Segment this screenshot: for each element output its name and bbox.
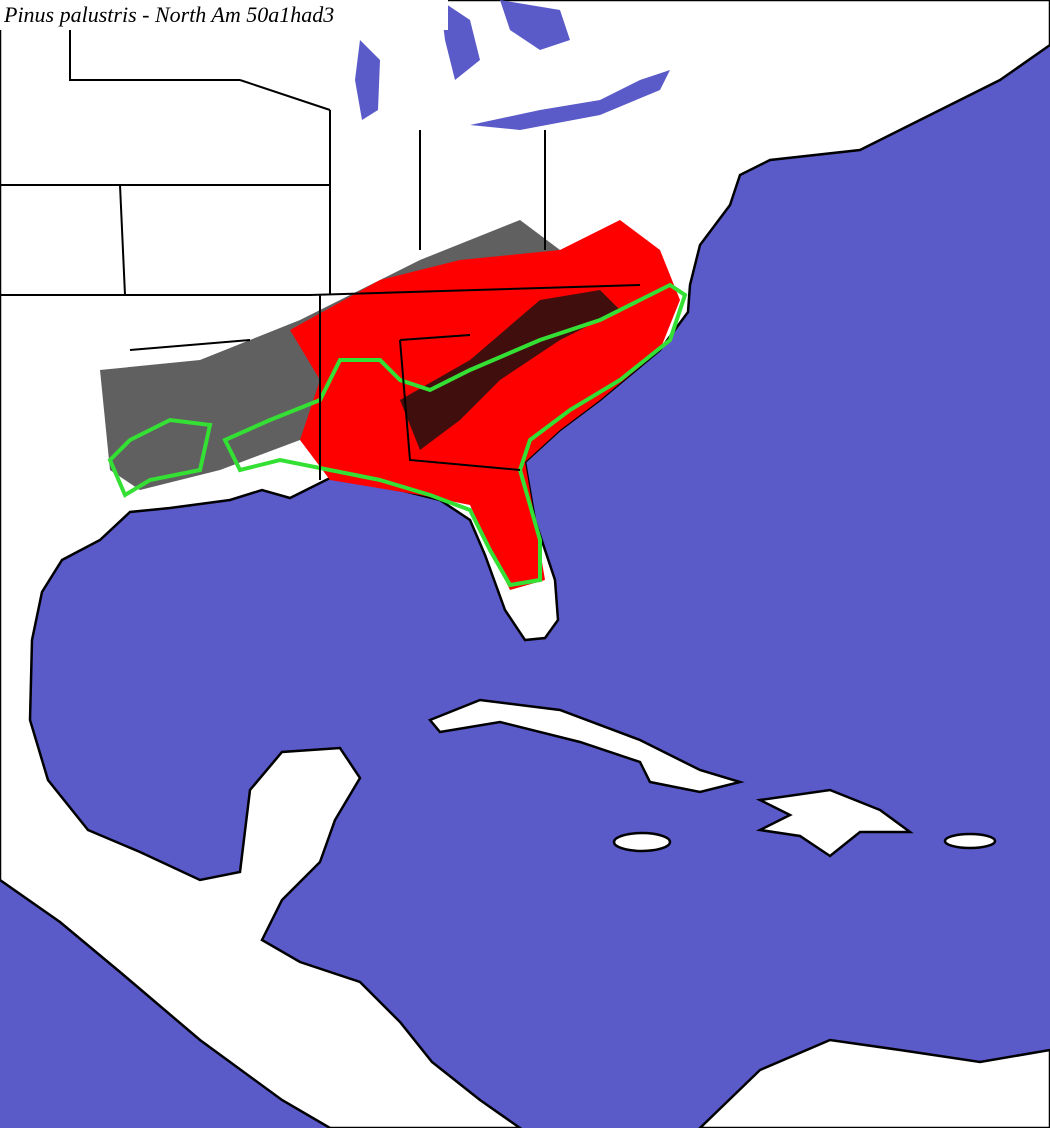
hispaniola bbox=[755, 788, 914, 858]
borders bbox=[0, 0, 641, 480]
lake bbox=[500, 0, 570, 50]
lake bbox=[440, 0, 480, 80]
lake bbox=[355, 40, 380, 120]
title-background bbox=[0, 0, 448, 30]
lake bbox=[470, 70, 670, 130]
border bbox=[0, 0, 641, 480]
great-lakes bbox=[355, 0, 670, 130]
cuba bbox=[427, 698, 745, 794]
south-america bbox=[698, 1038, 1050, 1128]
jamaica bbox=[612, 831, 672, 853]
puerto-rico bbox=[943, 832, 997, 850]
map-title: Pinus palustris - North Am 50a1had3 bbox=[3, 2, 334, 27]
native-range-outline bbox=[107, 282, 688, 588]
